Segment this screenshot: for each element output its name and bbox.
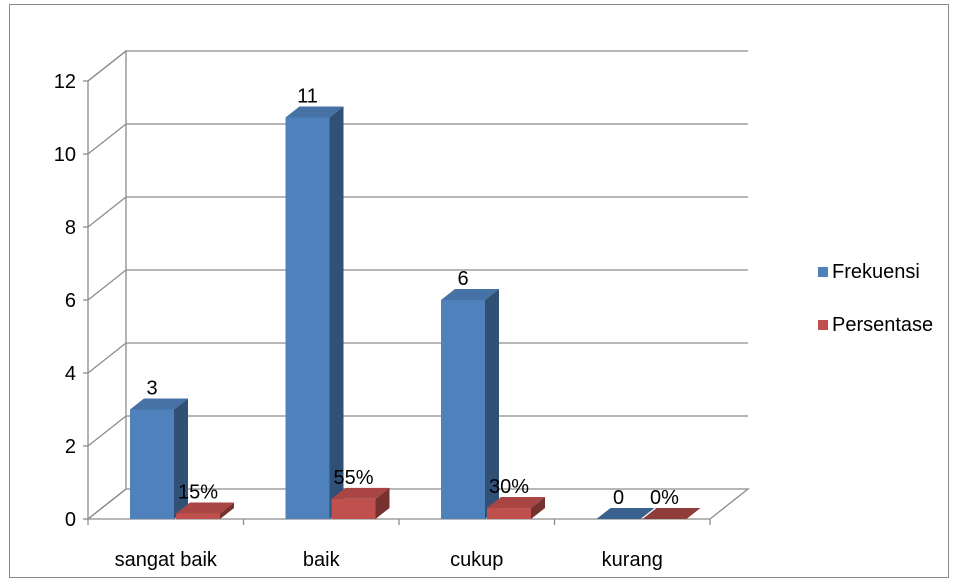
- bar-front: [130, 409, 174, 519]
- bar-top: [487, 497, 545, 509]
- legend-label: Frekuensi: [832, 261, 920, 283]
- x-tick-label: baik: [303, 549, 341, 571]
- gridline: [87, 50, 748, 82]
- y-tick-label: 2: [65, 436, 76, 458]
- bar-frekuensi-4: [596, 508, 655, 519]
- bar-front: [331, 498, 376, 519]
- legend-swatch: [818, 320, 828, 330]
- legend-item-persentase: Persentase: [818, 314, 933, 336]
- bar-top: [176, 502, 234, 514]
- legend-item-frekuensi: Frekuensi: [818, 261, 920, 283]
- y-tick-label: 4: [65, 363, 76, 385]
- bar-flat: [596, 508, 655, 519]
- x-tick-label: cukup: [450, 549, 503, 571]
- data-label: 55%: [333, 467, 373, 489]
- bar-front: [487, 508, 531, 519]
- gridline: [87, 415, 748, 447]
- chart-frame: 0 2 4 6 8 10 12 3 11 6 0 15% 55% 30% 0% sangat baik ba…: [9, 4, 949, 578]
- x-axis-ticks: sangat baik baik cukup kurang: [87, 519, 711, 571]
- legend-swatch: [818, 267, 828, 277]
- bar-persentase-3: [487, 497, 545, 519]
- data-label: 15%: [178, 482, 218, 504]
- bar-front: [285, 117, 330, 519]
- y-tick-label: 12: [54, 71, 76, 93]
- bar-persentase-4: [642, 508, 701, 519]
- gridline: [87, 196, 748, 228]
- bar-frekuensi-1: [130, 398, 188, 519]
- bar-side: [375, 487, 390, 519]
- data-labels: 3 11 6 0 15% 55% 30% 0%: [146, 86, 679, 510]
- legend: Frekuensi Persentase: [818, 261, 933, 336]
- y-tick-label: 8: [65, 217, 76, 239]
- bars: [130, 106, 701, 519]
- data-label: 0%: [650, 487, 679, 509]
- y-axis-ticks: 0 2 4 6 8 10 12: [54, 71, 88, 531]
- y-tick-label: 6: [65, 290, 76, 312]
- y-tick-label: 10: [54, 144, 76, 166]
- bar-side: [220, 502, 234, 519]
- data-label: 30%: [489, 476, 529, 498]
- gridlines: [87, 50, 748, 447]
- bar-persentase-1: [176, 502, 234, 519]
- bar-frekuensi-3: [441, 289, 499, 519]
- bar-side: [174, 398, 188, 519]
- bar-side: [531, 497, 545, 519]
- y-tick-label: 0: [65, 509, 76, 531]
- bar-frekuensi-2: [285, 106, 344, 519]
- legend-label: Persentase: [832, 314, 933, 336]
- data-label: 0: [613, 487, 624, 509]
- bar-top: [130, 398, 188, 410]
- bar-chart: 0 2 4 6 8 10 12 3 11 6 0 15% 55% 30% 0% sangat baik ba…: [54, 49, 933, 571]
- x-tick-label: kurang: [602, 549, 663, 571]
- bar-top: [441, 289, 499, 300]
- bar-front: [441, 300, 485, 519]
- bar-side: [329, 106, 344, 519]
- bar-front: [176, 513, 220, 519]
- gridline: [87, 123, 748, 155]
- gridline: [87, 342, 748, 374]
- data-label: 3: [146, 378, 157, 400]
- bar-flat: [642, 508, 701, 519]
- gridline: [87, 269, 748, 301]
- bar-side: [485, 289, 499, 519]
- bar-persentase-2: [331, 487, 390, 519]
- x-tick-label: sangat baik: [115, 549, 218, 571]
- bar-top: [331, 487, 390, 499]
- data-label: 6: [457, 268, 468, 290]
- bar-top: [285, 106, 344, 118]
- data-label: 11: [297, 86, 318, 108]
